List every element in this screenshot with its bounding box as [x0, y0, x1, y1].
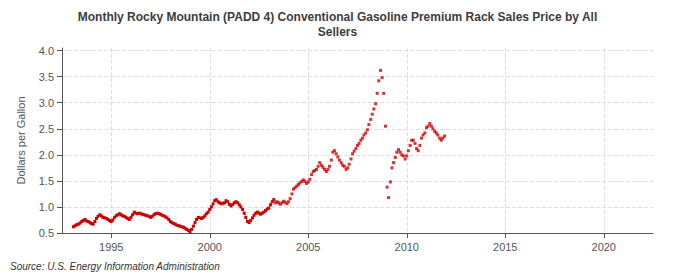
svg-text:4.0: 4.0: [39, 45, 54, 57]
svg-text:1.5: 1.5: [39, 175, 54, 187]
svg-text:Monthly Rocky Mountain (PADD 4: Monthly Rocky Mountain (PADD 4) Conventi…: [78, 10, 597, 24]
svg-text:2000: 2000: [198, 241, 222, 253]
svg-text:2020: 2020: [592, 241, 616, 253]
svg-text:Source: U.S. Energy Informatio: Source: U.S. Energy Information Administ…: [10, 261, 220, 272]
svg-text:Dollars per Gallon: Dollars per Gallon: [15, 96, 27, 184]
svg-text:2010: 2010: [395, 241, 419, 253]
svg-text:2.5: 2.5: [39, 123, 54, 135]
svg-text:3.0: 3.0: [39, 97, 54, 109]
svg-text:1.0: 1.0: [39, 201, 54, 213]
svg-text:3.5: 3.5: [39, 71, 54, 83]
svg-text:1995: 1995: [99, 241, 123, 253]
svg-text:2015: 2015: [493, 241, 517, 253]
svg-text:0.5: 0.5: [39, 227, 54, 239]
svg-text:2.0: 2.0: [39, 149, 54, 161]
svg-text:2005: 2005: [296, 241, 320, 253]
svg-text:Sellers: Sellers: [318, 25, 358, 39]
